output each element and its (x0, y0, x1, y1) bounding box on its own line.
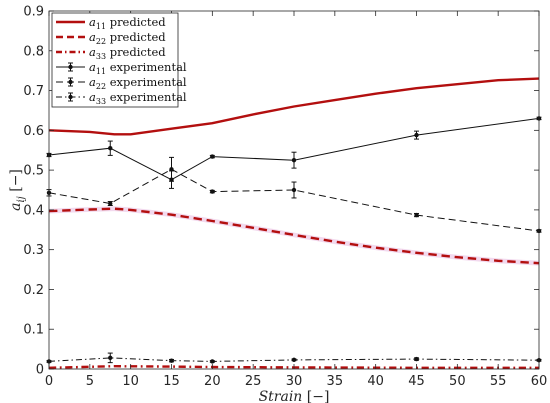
x-tick-label: 60 (531, 374, 548, 389)
legend-label: a22 experimental (89, 75, 187, 91)
data-point (210, 189, 215, 194)
data-point (414, 132, 419, 138)
data-point (210, 359, 215, 364)
x-tick-label: 5 (86, 374, 94, 389)
x-tick-label: 35 (327, 374, 344, 389)
y-tick-label: 0.2 (23, 283, 44, 298)
legend-item-6: a33 experimental (56, 90, 187, 106)
x-tick-label: 15 (163, 374, 180, 389)
legend-item-3: a33 predicted (56, 45, 166, 61)
legend-label: a11 experimental (89, 60, 187, 76)
data-point (169, 358, 174, 363)
x-axis-label: Strain [−] (259, 389, 330, 403)
legend-item-4: a11 experimental (56, 60, 187, 76)
x-tick-label: 20 (204, 374, 221, 389)
x-tick-label: 45 (408, 374, 425, 389)
legend-box (51, 12, 179, 108)
series-4 (46, 116, 542, 189)
y-tick-label: 0.8 (23, 44, 44, 59)
data-point (291, 187, 297, 193)
data-point (108, 201, 113, 206)
x-tick-label: 10 (122, 374, 139, 389)
data-point (291, 157, 297, 163)
data-point (210, 154, 215, 159)
y-tick-label: 0.4 (23, 203, 44, 218)
a22-predicted-band (49, 206, 539, 266)
series-layer (46, 77, 542, 369)
series-6 (46, 352, 542, 364)
y-tick-label: 0.1 (23, 323, 44, 338)
x-tick-label: 0 (45, 374, 53, 389)
series-2 (48, 207, 540, 265)
series-1 (48, 77, 540, 136)
data-point (108, 146, 113, 151)
legend-item-2: a22 predicted (56, 30, 166, 46)
axes-layer: 0 5 10 15 20 25 30 35 40 45 50 55 60 0 0.1 0.2 0.3 0.4 0.5… (8, 5, 547, 403)
series-line (48, 117, 540, 181)
data-point (108, 355, 113, 361)
y-tick-label: 0.7 (23, 84, 44, 99)
y-tick-label: 0 (36, 363, 44, 378)
y-tick-label: 0.3 (23, 243, 44, 258)
legend-label: a33 predicted (89, 45, 166, 61)
x-tick-label: 40 (367, 374, 384, 389)
legend-item-1: a11 predicted (56, 15, 166, 31)
x-tick-label: 55 (490, 374, 507, 389)
legend-item-5: a22 experimental (56, 75, 187, 91)
data-point (414, 212, 419, 218)
x-tick-label: 30 (286, 374, 303, 389)
series-line (48, 168, 540, 232)
data-point (169, 167, 174, 172)
data-point (414, 356, 419, 362)
data-point (291, 357, 297, 363)
series-5 (46, 156, 542, 234)
legend-label: a33 experimental (89, 90, 187, 106)
legend-label: a22 predicted (89, 30, 166, 46)
y-tick-label: 0.6 (23, 124, 44, 139)
y-tick-label: 0.9 (23, 5, 44, 20)
legend-label: a11 predicted (89, 15, 166, 31)
series-line (48, 77, 540, 136)
x-tick-label: 25 (245, 374, 262, 389)
shaded-band-layer (49, 206, 539, 266)
series-line (48, 207, 540, 265)
y-tick-label: 0.5 (23, 164, 44, 179)
x-tick-label: 50 (449, 374, 466, 389)
